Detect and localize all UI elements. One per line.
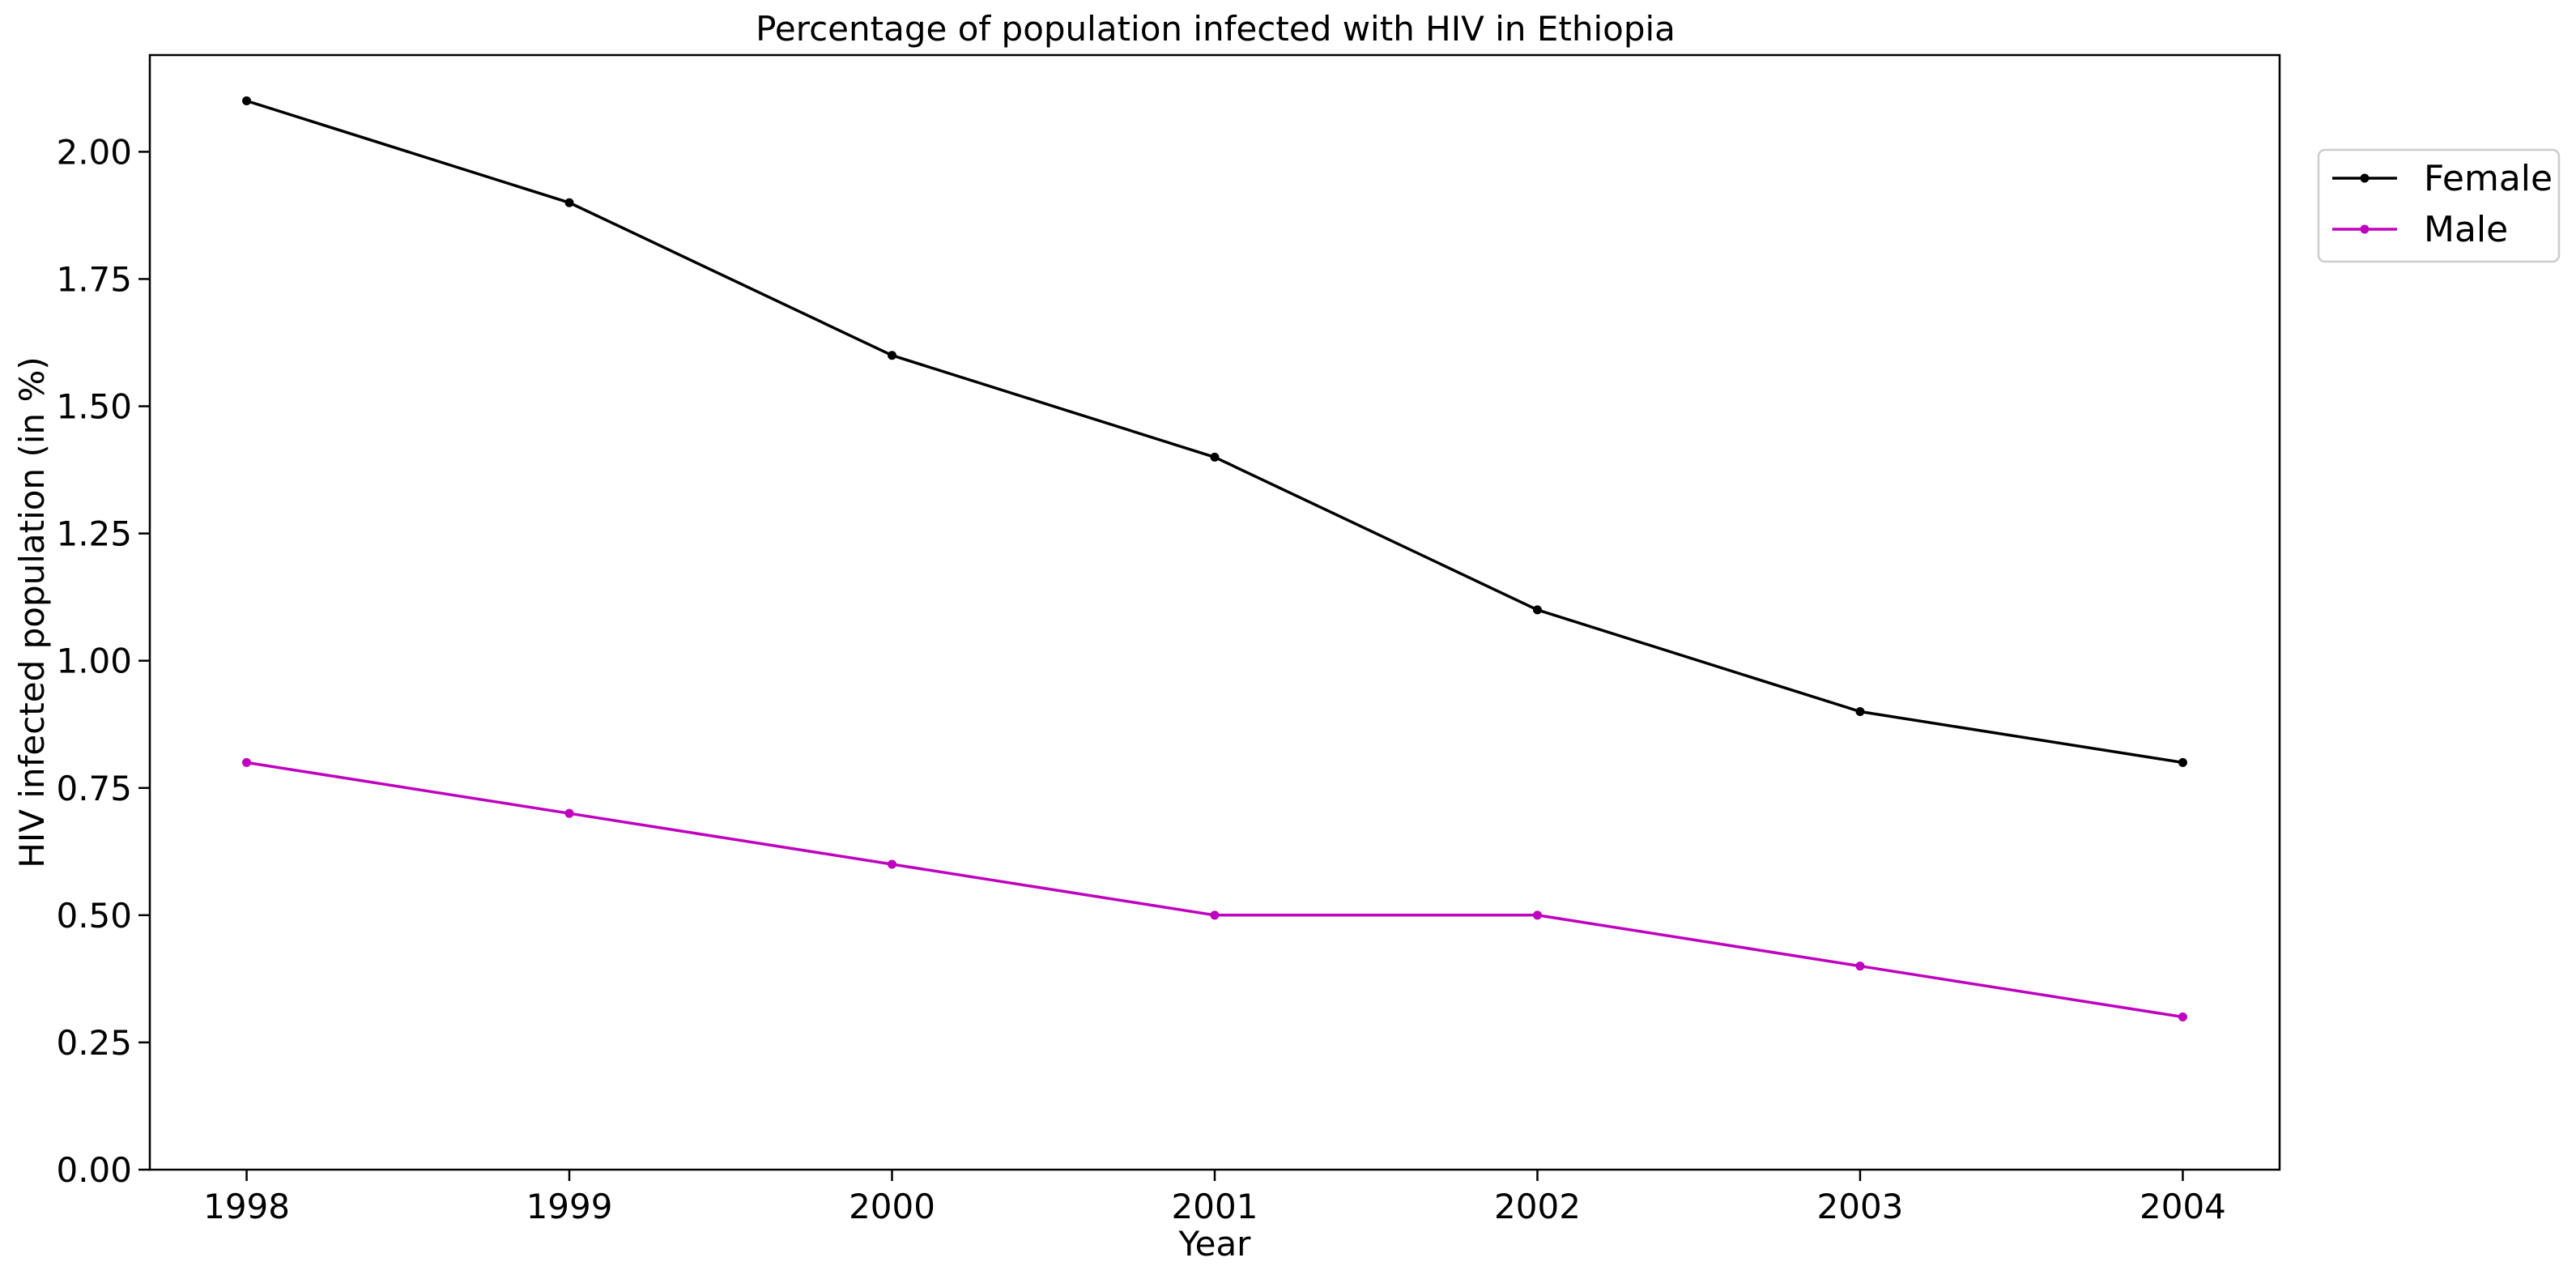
x-tick-label: 1998	[203, 1187, 290, 1226]
y-tick-label: 1.25	[56, 514, 132, 554]
data-point-male	[1532, 910, 1542, 920]
series-layer	[242, 96, 2187, 1022]
y-tick-label: 0.00	[56, 1150, 132, 1190]
plot-area: 0.00 0.25 0.50 0.75 1.00 1.25 1.50 1.75 2.00 199…	[56, 53, 2281, 1226]
x-tick-label: 2003	[1817, 1187, 1904, 1226]
legend-swatch-marker	[2360, 173, 2369, 183]
y-tick-label: 1.75	[56, 259, 132, 299]
y-axis-label: HIV infected population (in %)	[12, 356, 52, 868]
legend: Female Male	[2317, 148, 2561, 263]
x-tick-label: 2000	[849, 1187, 935, 1226]
x-axis: 1998 1999 2000 2001 2002 2003 2004	[203, 1170, 2226, 1226]
data-point-male	[1210, 910, 1220, 920]
x-tick-label: 2001	[1172, 1187, 1258, 1226]
y-tick-label: 1.50	[56, 387, 132, 427]
data-point-male	[1855, 961, 1865, 971]
legend-label: Male	[2424, 209, 2508, 250]
x-tick-label: 2002	[1494, 1187, 1581, 1226]
data-point-male	[888, 859, 897, 869]
series-female	[242, 96, 2187, 767]
data-point-male	[242, 757, 252, 767]
legend-swatch-marker	[2360, 224, 2369, 234]
data-point-female	[242, 96, 252, 106]
data-point-female	[564, 198, 574, 207]
legend-item-male: Male	[2332, 209, 2508, 250]
x-tick-label: 1999	[526, 1187, 613, 1226]
y-tick-label: 1.00	[56, 642, 132, 681]
data-point-female	[888, 351, 897, 360]
x-tick-label: 2004	[2140, 1187, 2226, 1226]
y-tick-label: 2.00	[56, 132, 132, 172]
legend-item-female: Female	[2332, 158, 2553, 199]
y-tick-label: 0.75	[56, 769, 132, 808]
y-tick-label: 0.50	[56, 896, 132, 936]
data-point-female	[2178, 757, 2187, 767]
x-axis-label: Year	[1178, 1224, 1252, 1264]
data-point-female	[1855, 707, 1865, 717]
series-male	[242, 757, 2187, 1022]
legend-label: Female	[2424, 158, 2553, 199]
y-tick-label: 0.25	[56, 1023, 132, 1063]
data-point-male	[2178, 1013, 2187, 1022]
data-point-female	[1210, 452, 1220, 462]
data-point-female	[1532, 605, 1542, 615]
y-axis: 0.00 0.25 0.50 0.75 1.00 1.25 1.50 1.75 2.00	[56, 132, 150, 1190]
data-point-male	[564, 808, 574, 818]
chart-title: Percentage of population infected with H…	[756, 9, 1675, 49]
